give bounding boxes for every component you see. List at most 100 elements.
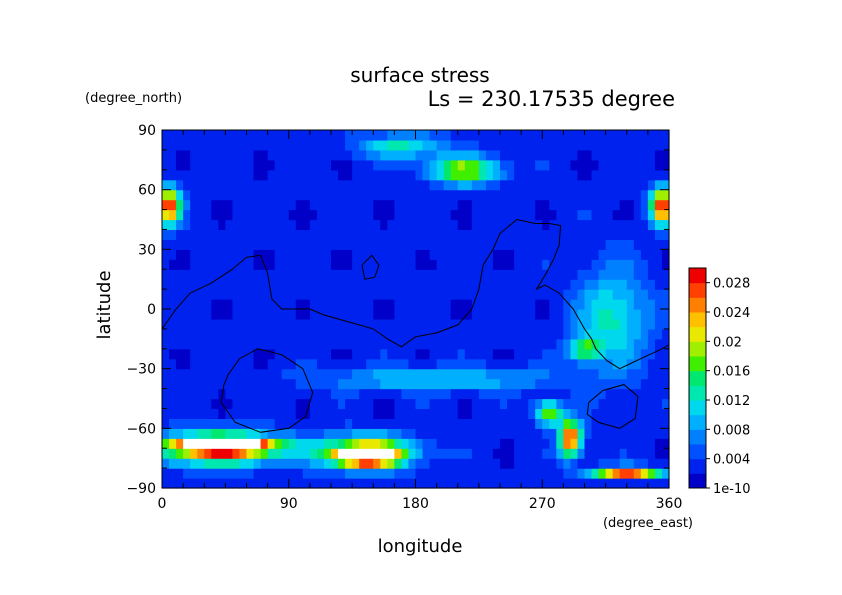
contour-line (220, 348, 314, 433)
heatmap-cell (295, 468, 304, 479)
heatmap-cell (500, 279, 508, 290)
heatmap-cell (612, 368, 621, 380)
heatmap-cell (492, 169, 501, 181)
heatmap-cell (528, 458, 536, 469)
heatmap-cell (492, 338, 501, 350)
heatmap-cell (605, 219, 614, 231)
heatmap-cell (352, 368, 360, 380)
heatmap-cell (183, 229, 191, 240)
heatmap-cell (542, 458, 550, 469)
heatmap-cell (387, 448, 395, 459)
heatmap-cell (345, 130, 353, 141)
heatmap-cell (577, 179, 586, 191)
heatmap-cell (316, 159, 325, 171)
heatmap-cell (204, 378, 212, 390)
heatmap-cell (309, 368, 318, 380)
heatmap-cell (563, 338, 572, 350)
heatmap-cell (197, 209, 205, 221)
heatmap-cell (366, 159, 374, 171)
heatmap-cell (661, 159, 670, 171)
heatmap-cell (253, 358, 262, 370)
heatmap-cell (619, 468, 628, 479)
heatmap-cell (500, 348, 508, 360)
heatmap-cell (647, 139, 656, 151)
heatmap-cell (485, 229, 494, 240)
heatmap-cell (478, 428, 487, 439)
heatmap-cell (239, 358, 248, 370)
heatmap-cell (394, 209, 403, 221)
heatmap-cell (612, 259, 621, 270)
heatmap-cell (443, 348, 452, 360)
heatmap-cell (274, 269, 283, 280)
heatmap-cell (654, 269, 663, 280)
heatmap-cell (570, 408, 579, 419)
heatmap-cell (528, 388, 536, 400)
heatmap-cell (162, 239, 170, 250)
heatmap-cell (190, 438, 198, 449)
heatmap-cell (162, 388, 170, 400)
heatmap-cell (415, 478, 424, 489)
heatmap-cell (598, 259, 607, 270)
heatmap-cell (204, 229, 212, 240)
heatmap-cell (218, 408, 226, 419)
heatmap-cell (302, 239, 311, 250)
heatmap-cell (619, 368, 628, 380)
heatmap-cell (267, 408, 276, 419)
heatmap-cell (591, 368, 600, 380)
heatmap-cell (443, 159, 452, 171)
heatmap-cell (162, 378, 170, 390)
heatmap-cell (598, 358, 607, 370)
heatmap-cell (401, 368, 410, 380)
heatmap-cell (274, 189, 283, 201)
heatmap-cell (549, 249, 557, 260)
x-tick-label: 360 (656, 496, 683, 512)
heatmap-cell (302, 398, 311, 410)
heatmap-cell (408, 428, 417, 439)
heatmap-cell (563, 149, 572, 161)
heatmap-cell (394, 139, 403, 151)
heatmap-cell (563, 169, 572, 181)
heatmap-cell (239, 249, 248, 260)
heatmap-cell (197, 448, 205, 459)
heatmap-cell (535, 289, 543, 300)
heatmap-cell (450, 328, 459, 340)
heatmap-cell (549, 149, 557, 161)
heatmap-cell (281, 328, 290, 340)
heatmap-cell (309, 259, 318, 270)
heatmap-cell (591, 269, 600, 280)
heatmap-cell (331, 179, 339, 191)
heatmap-cell (485, 398, 494, 410)
heatmap-cell (514, 458, 522, 469)
heatmap-cell (316, 269, 325, 280)
heatmap-cell (471, 458, 480, 469)
heatmap-cell (260, 299, 269, 310)
heatmap-cell (457, 259, 466, 270)
heatmap-cell (492, 209, 501, 221)
heatmap-cell (316, 130, 325, 141)
heatmap-cell (471, 448, 480, 459)
heatmap-cell (591, 378, 600, 390)
heatmap-cell (309, 478, 318, 489)
heatmap-cell (570, 179, 579, 191)
heatmap-cell (302, 478, 311, 489)
heatmap-cell (485, 478, 494, 489)
heatmap-cell (584, 139, 593, 151)
heatmap-cell (352, 408, 360, 419)
heatmap-cell (218, 199, 226, 211)
heatmap-cell (415, 408, 424, 419)
heatmap-cell (443, 130, 452, 141)
heatmap-cell (507, 259, 515, 270)
heatmap-cell (577, 139, 586, 151)
heatmap-cell (443, 149, 452, 161)
heatmap-cell (309, 378, 318, 390)
heatmap-cell (591, 169, 600, 181)
heatmap-cell (654, 289, 663, 300)
heatmap-cell (253, 368, 262, 380)
heatmap-cell (387, 189, 395, 201)
heatmap-cell (626, 279, 635, 290)
heatmap-cell (464, 169, 473, 181)
heatmap-cell (633, 159, 642, 171)
heatmap-cell (521, 478, 529, 489)
heatmap-cell (654, 169, 663, 181)
heatmap-cell (500, 299, 508, 310)
